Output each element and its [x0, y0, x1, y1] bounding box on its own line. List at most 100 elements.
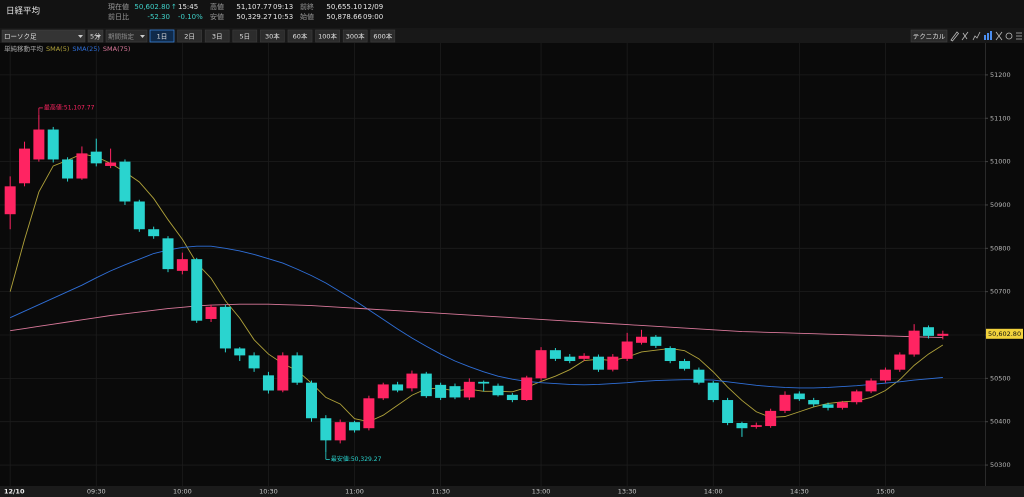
range-button-label: 3日 — [212, 33, 223, 41]
settings-icon[interactable] — [1005, 32, 1013, 40]
range-button[interactable] — [287, 29, 313, 43]
plot-background — [0, 43, 1024, 486]
range-button[interactable] — [204, 29, 230, 43]
range-button[interactable] — [370, 29, 396, 43]
candle-body — [621, 341, 633, 359]
candle-body — [363, 398, 375, 429]
range-button-label: 300本 — [346, 32, 365, 41]
y-tick-label: 51100 — [990, 114, 1011, 122]
candle-body — [679, 361, 691, 369]
candle-body — [922, 327, 934, 336]
quote-label: 現在値 — [108, 2, 129, 11]
candle-body — [765, 410, 777, 427]
sma-line — [10, 303, 943, 339]
quote-value: 50,329.27 — [236, 13, 272, 21]
dropdown[interactable] — [105, 29, 148, 43]
candle-body — [334, 422, 346, 441]
range-button[interactable] — [232, 29, 258, 43]
annotation-label: 最高値:51,107.77 — [44, 103, 95, 111]
x-tick-label: 09:30 — [87, 488, 106, 496]
candle-body — [305, 382, 317, 419]
candle-body — [564, 356, 576, 362]
candle-body — [478, 381, 490, 384]
candle-body — [435, 384, 447, 398]
dropdown-label: ローソク足 — [4, 33, 37, 41]
price-tag — [986, 328, 1023, 339]
dropdown[interactable] — [87, 29, 104, 43]
candle-body — [205, 306, 217, 319]
range-button[interactable] — [342, 29, 368, 43]
candle-body — [277, 355, 289, 391]
x-tick-label: 11:30 — [431, 488, 450, 496]
candle-body — [291, 355, 303, 383]
candle-body — [693, 369, 705, 383]
menu-icon[interactable] — [1016, 32, 1022, 40]
y-tick-label: 51000 — [990, 158, 1011, 166]
bar-icon[interactable] — [987, 33, 989, 40]
dropdown[interactable] — [1, 29, 86, 43]
candle-body — [449, 386, 461, 398]
legend-title: 単純移動平均 — [4, 44, 44, 53]
quote-value: 51,107.77 — [236, 3, 272, 11]
candle-body — [808, 400, 820, 405]
candle-body — [19, 148, 31, 184]
y-tick-label: 51200 — [990, 71, 1011, 79]
range-button-label: 1日 — [157, 33, 168, 41]
range-button[interactable] — [260, 29, 285, 43]
dropdown-label: 期間指定 — [108, 32, 135, 41]
x-tick-label: 14:30 — [790, 488, 809, 496]
candle-body — [793, 393, 805, 400]
y-tick-label: 50500 — [990, 374, 1011, 382]
y-tick-label: 50300 — [990, 461, 1011, 469]
candle-body — [406, 373, 418, 389]
candle-body — [133, 201, 145, 230]
cross-icon[interactable] — [995, 31, 1003, 41]
candle-body — [851, 391, 863, 403]
candle-body — [664, 348, 676, 362]
candle-body — [736, 423, 748, 429]
x-tick-label: 13:30 — [618, 488, 637, 496]
technical-button-label: テクニカル — [913, 33, 946, 41]
y-tick-label: 50900 — [990, 201, 1011, 209]
x-tick-label: 15:00 — [876, 488, 895, 496]
range-button[interactable] — [149, 29, 175, 43]
quote-note: 10:53 — [273, 13, 293, 21]
candle-body — [607, 356, 619, 370]
range-button-label: 100本 — [318, 32, 337, 41]
candle-body — [865, 380, 877, 392]
candle-body — [506, 394, 518, 401]
range-button[interactable] — [177, 29, 202, 43]
candle-body — [578, 355, 590, 359]
pencil-icon[interactable] — [950, 31, 960, 42]
bar-icon[interactable] — [990, 31, 992, 40]
quote-note: 15:45 — [178, 3, 198, 11]
line-icon[interactable] — [972, 31, 981, 41]
x-tick-label: 14:00 — [704, 488, 723, 496]
range-button-label: 2日 — [184, 33, 195, 41]
bar-icon[interactable] — [984, 35, 986, 40]
candle-body — [549, 350, 561, 359]
candle-body — [707, 382, 719, 401]
candle-body — [377, 384, 389, 399]
quote-value: 50,878.66 — [326, 13, 362, 21]
x-tick-label: 11:00 — [345, 488, 364, 496]
candle-body — [219, 306, 231, 349]
draw-icon[interactable] — [961, 31, 969, 41]
candle-body — [349, 422, 361, 431]
candle-body — [894, 354, 906, 370]
dropdown-arrow — [96, 35, 101, 38]
price-tag-label: 50,602.80 — [988, 330, 1021, 338]
x-tick-label: 12/10 — [4, 488, 25, 496]
candle-body — [592, 356, 604, 370]
candle-body — [879, 369, 891, 381]
technical-button[interactable] — [910, 29, 948, 43]
range-button[interactable] — [315, 29, 340, 43]
candle-body — [636, 336, 648, 343]
y-tick-label: 50700 — [990, 288, 1011, 296]
dropdown-arrow — [78, 35, 83, 38]
candle-body — [463, 381, 475, 398]
candle-body — [62, 159, 74, 179]
page-title: 日経平均 — [6, 6, 40, 17]
candle-body — [420, 373, 432, 397]
